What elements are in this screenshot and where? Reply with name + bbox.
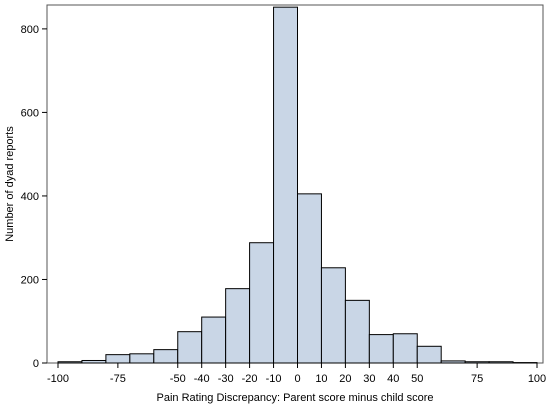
histogram-bar-5: [177, 331, 203, 364]
histogram-bar-10: [297, 193, 322, 364]
histogram-bar-4: [153, 349, 179, 364]
x-tick-label: 10: [315, 373, 327, 385]
histogram-bar-2: [105, 354, 131, 364]
histogram-bar-11: [320, 267, 346, 364]
histogram-bar-6: [201, 316, 227, 364]
x-tick-label: -100: [47, 373, 69, 385]
y-tick-label: 800: [21, 24, 39, 36]
x-tick-label: -20: [242, 373, 258, 385]
histogram-bar-17: [464, 361, 490, 364]
x-tick-label: 100: [528, 373, 546, 385]
histogram-bar-1: [81, 359, 107, 364]
x-tick-label: 20: [339, 373, 351, 385]
histogram-bar-3: [129, 353, 155, 364]
x-tick-label: -50: [170, 373, 186, 385]
bars-group: [57, 6, 538, 364]
histogram-bar-8: [249, 242, 275, 364]
histogram-bar-0: [57, 361, 83, 364]
y-axis-ticks: 0 200 400 600 800: [21, 24, 47, 370]
x-tick-label: 30: [363, 373, 375, 385]
y-axis-label: Number of dyad reports: [4, 126, 16, 242]
x-axis-label: Pain Rating Discrepancy: Parent score mi…: [157, 392, 434, 404]
x-tick-label: 75: [471, 373, 483, 385]
histogram-bar-13: [368, 334, 394, 364]
x-tick-label: -75: [110, 373, 126, 385]
histogram-bar-12: [344, 299, 370, 364]
x-tick-label: 40: [387, 373, 399, 385]
histogram-bar-18: [488, 361, 514, 364]
x-tick-label: 50: [411, 373, 423, 385]
y-tick-label: 400: [21, 191, 39, 203]
y-tick-label: 200: [21, 274, 39, 286]
histogram-bar-16: [440, 360, 466, 364]
y-tick-label: 0: [33, 358, 39, 370]
x-tick-label: 0: [294, 373, 300, 385]
histogram-bar-9: [273, 6, 298, 364]
x-axis-ticks: -100 -75 -50 -40 -30 -20 -10 0 10 20 30 40 50 75 100: [47, 363, 546, 385]
x-tick-label: -10: [266, 373, 282, 385]
y-tick-label: 600: [21, 107, 39, 119]
x-tick-label: -30: [218, 373, 234, 385]
x-tick-label: -40: [194, 373, 210, 385]
histogram-bar-14: [392, 333, 418, 364]
histogram-bar-15: [416, 345, 442, 364]
histogram-bar-7: [225, 288, 251, 364]
